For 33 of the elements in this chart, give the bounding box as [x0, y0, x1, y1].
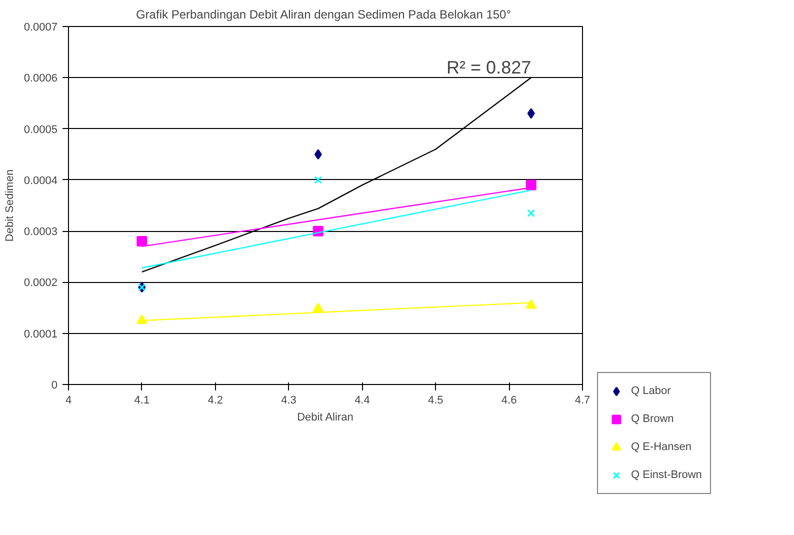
x-tick-label: 4.4 — [354, 394, 370, 406]
x-tick-label: 4 — [65, 394, 72, 406]
x-tick-label: 4.5 — [428, 394, 444, 406]
chart-title: Grafik Perbandingan Debit Aliran dengan Sedimen Pada Belokan 150° — [136, 8, 512, 22]
x-tick-label: 4.1 — [134, 394, 150, 406]
x-tick-label: 4.7 — [574, 394, 590, 406]
point — [526, 180, 536, 190]
point — [527, 209, 536, 218]
legend-label: Q Labor — [631, 385, 671, 397]
point — [526, 299, 536, 309]
legend-label: Q Brown — [631, 413, 674, 425]
x-tick-label: 4.2 — [208, 394, 224, 406]
y-tick-label: 0.0005 — [24, 124, 58, 136]
y-tick-label: 0 — [51, 380, 58, 392]
point — [314, 176, 322, 184]
y-tick-label: 0.0003 — [24, 226, 58, 238]
x-tick-label: 4.6 — [501, 394, 517, 406]
legend-label: Q E-Hansen — [631, 441, 692, 453]
point — [136, 236, 148, 247]
point — [527, 108, 535, 119]
y-tick-label: 0.0002 — [24, 277, 58, 290]
x-tick-label: 4.3 — [281, 394, 296, 406]
point — [314, 149, 322, 160]
y-axis-title: Debit Sedimen — [4, 169, 16, 242]
y-tick-label: 0.0004 — [24, 174, 58, 187]
y-tick-label: 0.0006 — [24, 72, 58, 85]
point — [136, 314, 148, 324]
legend-label: Q Einst-Brown — [631, 469, 702, 481]
x-axis-title: Debit Aliran — [297, 412, 354, 424]
y-tick-label: 0.0001 — [24, 328, 58, 340]
point — [312, 302, 324, 312]
annotation: R² = 0.827 — [446, 58, 532, 78]
y-tick-label: 0.0007 — [24, 22, 58, 34]
